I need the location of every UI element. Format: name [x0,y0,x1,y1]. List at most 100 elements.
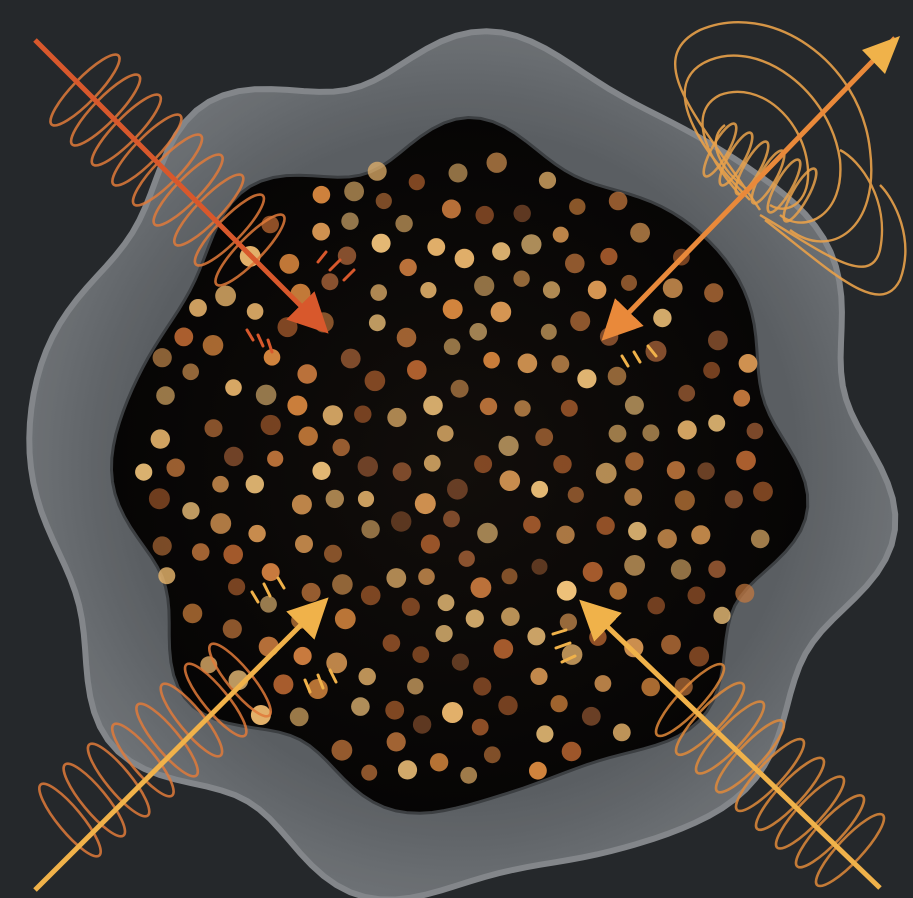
particle [570,311,591,332]
particle [340,348,361,369]
particle [608,424,627,443]
particle [738,354,758,373]
particle [245,475,264,494]
coil-loop [794,794,866,869]
particle [223,544,243,565]
particle [408,174,425,191]
particle [753,481,773,502]
particle [385,700,405,720]
particle [498,695,518,716]
coil-loop [734,737,806,813]
particle [454,248,475,269]
particle [289,707,309,727]
particle [662,278,683,298]
particle [447,478,468,500]
particle [625,452,644,471]
particle [174,327,194,347]
particle [332,574,353,595]
particle [559,613,578,631]
particle [437,594,455,612]
particle [375,192,392,210]
particle [210,513,232,534]
particle [609,582,627,600]
particle [429,753,449,772]
particle [401,597,420,617]
particle [493,639,514,659]
particle [471,718,489,736]
particle [255,384,277,406]
particle [287,395,308,416]
particle [735,583,755,603]
particle [354,405,372,423]
particle [475,205,494,225]
particle [666,461,686,480]
particle [182,502,200,520]
coil-loop [183,662,248,738]
particle [351,697,370,716]
particle [567,486,584,503]
coil-loop [159,682,224,758]
particle [594,675,612,692]
particle [704,283,724,303]
particle [474,455,493,474]
particle [279,253,300,274]
particle [331,739,353,761]
particle [448,163,468,183]
particle [325,489,344,509]
particle [437,425,454,442]
particle [521,234,542,255]
particle [531,558,548,575]
coil-loop [754,756,826,832]
particle [367,161,387,181]
particle [483,351,500,369]
particle [407,678,424,695]
particle [657,529,677,549]
particle [556,580,577,601]
magnetic-field-lines [673,20,907,296]
particle [596,516,615,535]
particle [490,301,512,323]
particle [477,522,498,544]
particle [324,544,342,563]
particle [263,349,281,366]
particle [733,389,751,407]
particle [412,646,430,663]
particle [577,369,597,389]
lower-right-coil [654,662,886,888]
particle [267,450,284,467]
particle [647,596,665,615]
particle [607,366,627,386]
particle [418,568,435,585]
coil-loop [62,762,127,838]
particle [600,247,618,266]
particle [321,273,339,291]
particle [225,379,242,396]
particle [341,212,359,230]
particle [441,199,461,219]
particle [674,490,695,511]
particle [414,493,436,515]
particle [166,458,185,477]
particle [158,567,176,585]
particle [386,732,406,752]
particle [443,338,461,356]
particle [645,340,667,362]
particle [642,424,660,442]
particle [460,766,478,784]
coil-loop [193,193,266,267]
particle [674,677,693,696]
particle [135,463,153,481]
particle [536,725,554,743]
particle [420,534,440,554]
particle [224,446,244,467]
particle [551,355,570,373]
particle [540,323,557,340]
coil-loop [814,812,886,888]
particle [550,695,568,713]
particle [703,361,720,379]
particle [427,238,446,256]
particle [386,568,407,588]
lower-left-beam [33,597,329,892]
particle [301,582,321,602]
